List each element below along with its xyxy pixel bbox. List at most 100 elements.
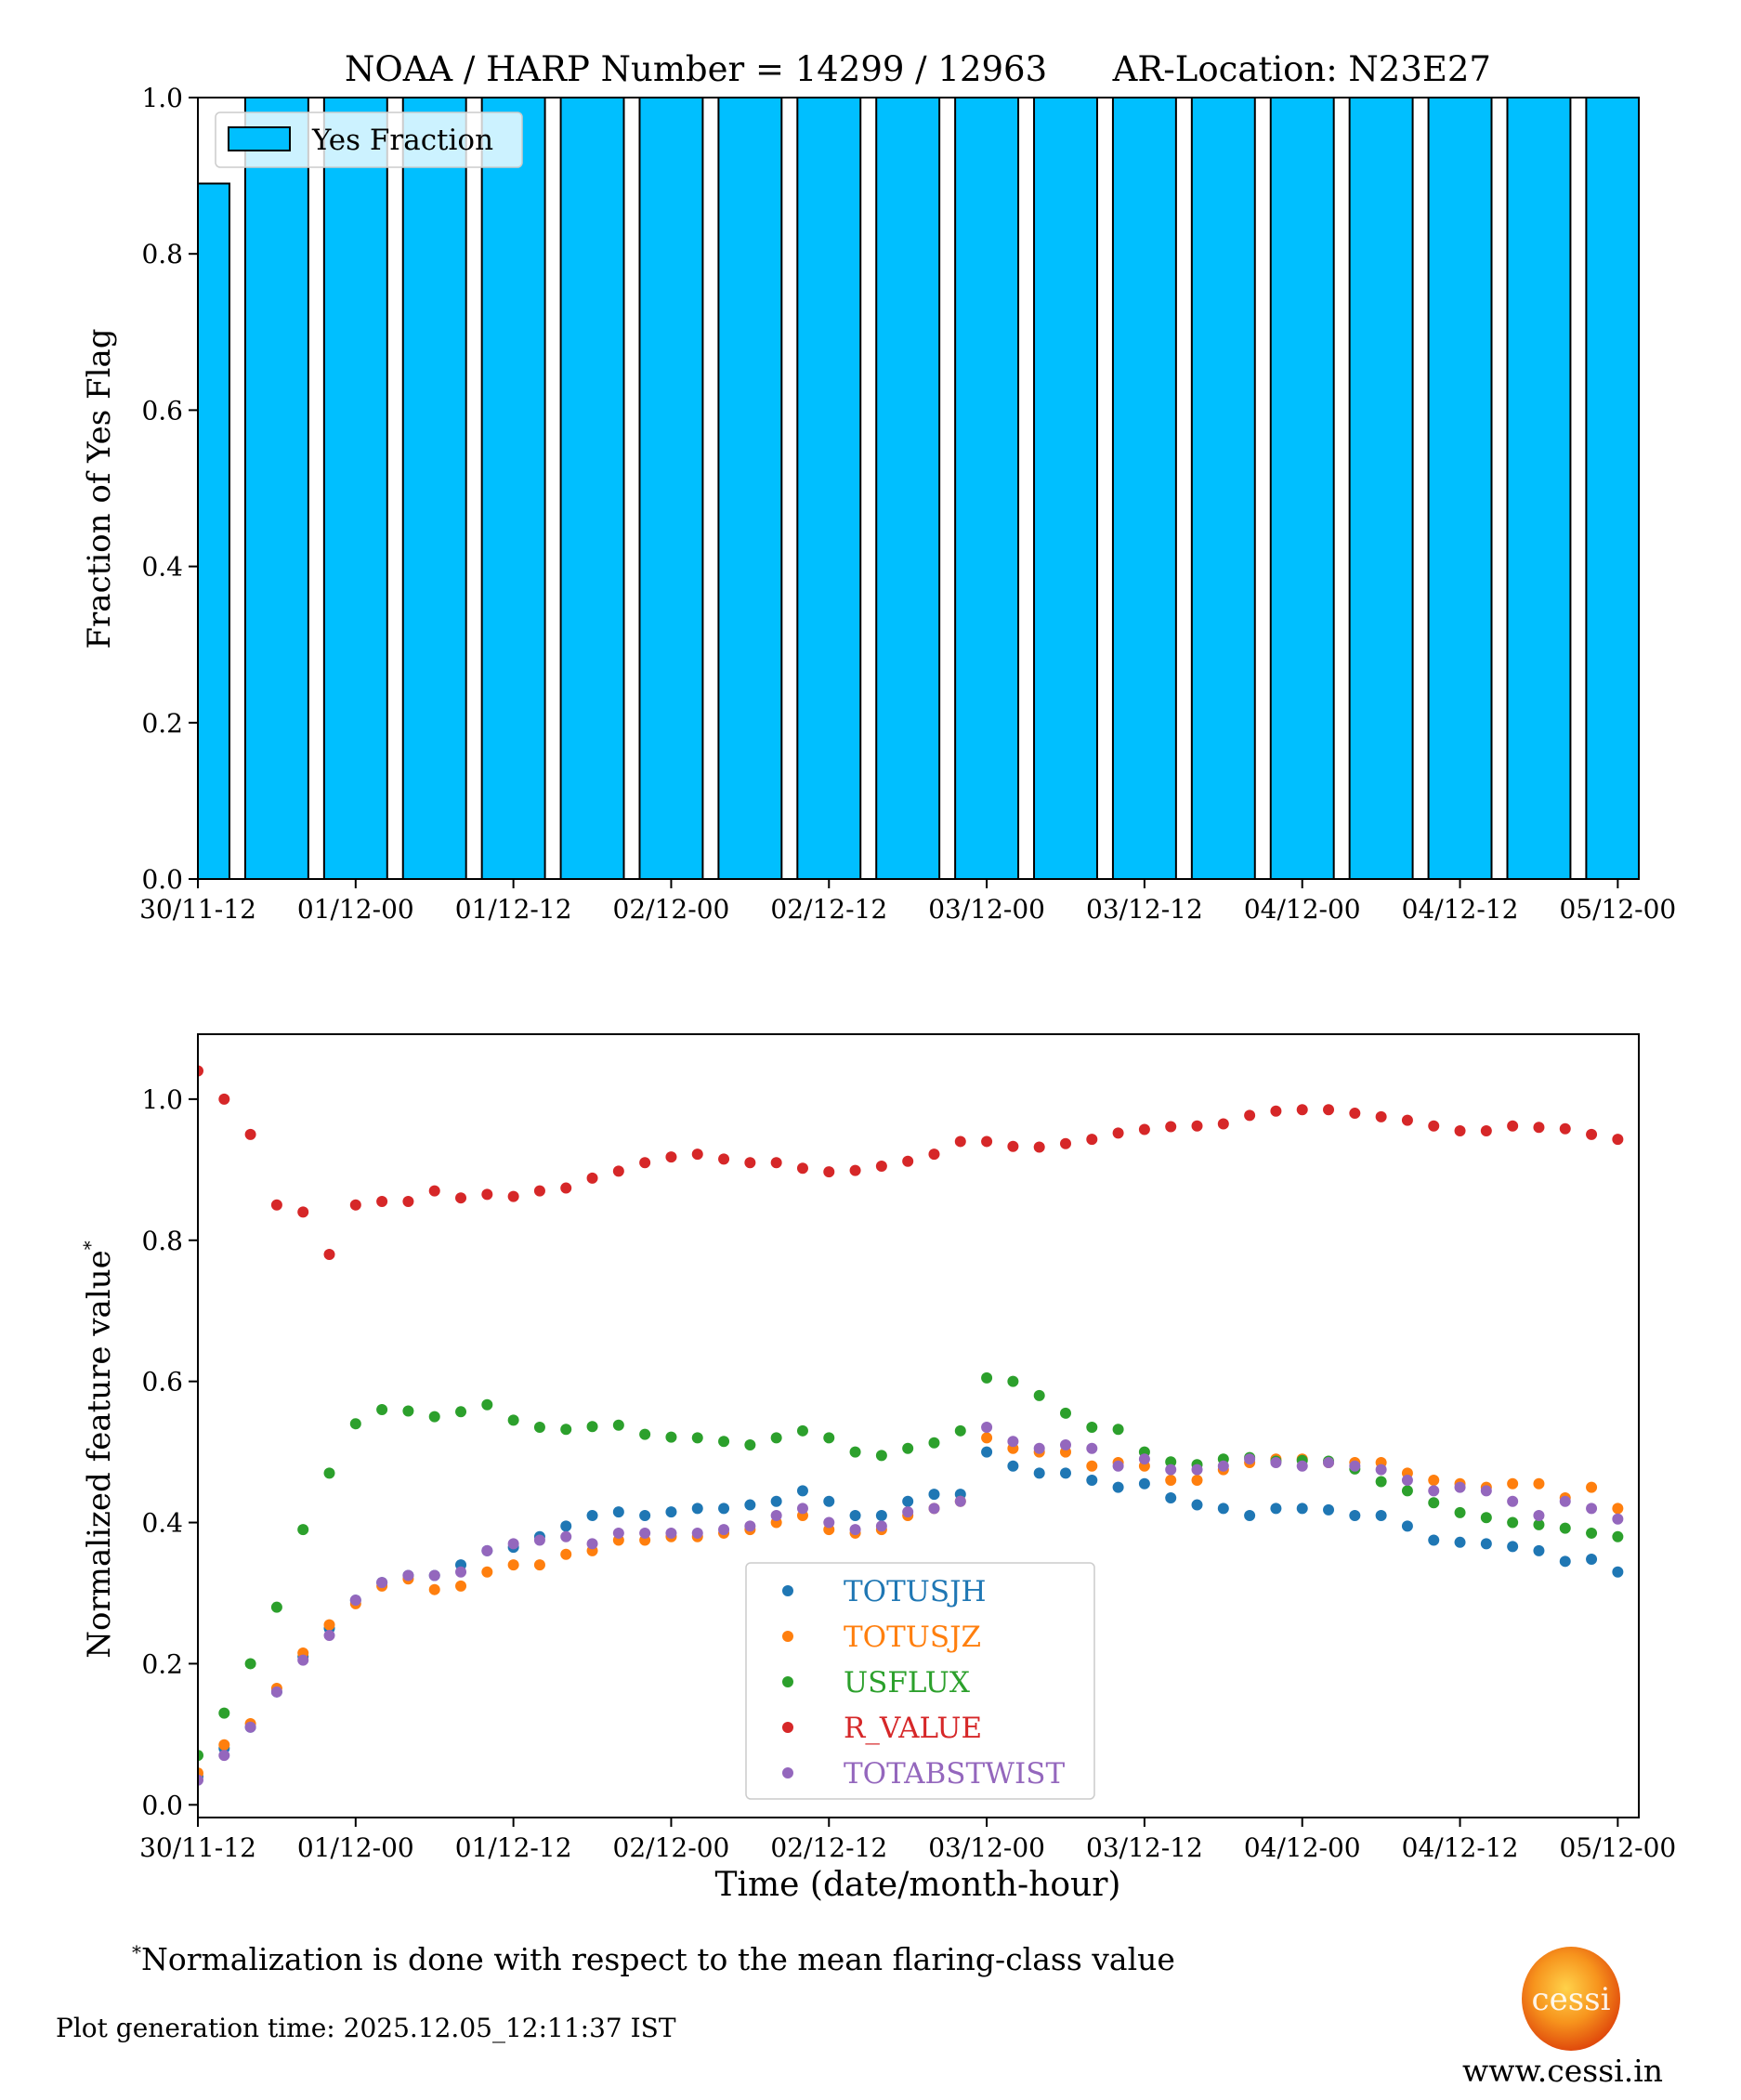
data-point: [1165, 1474, 1177, 1486]
x-tick-label: 05/12-00: [1559, 1832, 1676, 1863]
data-point: [349, 1199, 361, 1211]
bar: [1033, 97, 1098, 880]
data-point: [507, 1414, 519, 1426]
data-point: [1507, 1120, 1519, 1132]
data-point: [928, 1489, 940, 1501]
data-point: [875, 1509, 887, 1521]
y-tick-label: 0.8: [141, 1226, 183, 1256]
data-point: [1559, 1495, 1571, 1507]
data-point: [1033, 1389, 1045, 1401]
x-tick-label: 30/11-12: [139, 894, 256, 925]
data-point: [586, 1421, 598, 1433]
data-point: [744, 1520, 756, 1532]
data-point: [902, 1155, 914, 1167]
data-point: [560, 1520, 572, 1532]
data-point: [1612, 1503, 1624, 1515]
data-point: [560, 1530, 572, 1542]
data-point: [1375, 1509, 1387, 1521]
data-point: [198, 1774, 203, 1786]
data-point: [1165, 1463, 1177, 1476]
data-point: [244, 1721, 256, 1733]
data-point: [1112, 1460, 1124, 1472]
data-point: [691, 1503, 703, 1515]
data-point: [455, 1566, 467, 1578]
data-point: [349, 1595, 361, 1607]
y-tick-label: 1.0: [141, 83, 183, 113]
bar: [559, 97, 625, 880]
bar: [1111, 97, 1177, 880]
legend-label: TOTUSJZ: [844, 1621, 981, 1654]
data-point: [928, 1503, 940, 1515]
data-point: [1112, 1127, 1124, 1139]
data-point: [1112, 1481, 1124, 1493]
data-point: [1349, 1108, 1361, 1120]
data-point: [1191, 1499, 1203, 1511]
data-point: [323, 1619, 335, 1631]
footnote: *Normalization is done with respect to t…: [132, 1941, 1175, 1977]
y-tick-label: 0.4: [141, 1508, 183, 1539]
data-point: [612, 1419, 624, 1431]
data-point: [244, 1128, 256, 1140]
data-point: [428, 1411, 440, 1423]
x-tick-label: 30/11-12: [139, 1832, 256, 1863]
data-point: [218, 1707, 230, 1719]
data-point: [507, 1559, 519, 1571]
bar: [954, 97, 1020, 880]
x-tick-label: 03/12-12: [1086, 1832, 1203, 1863]
data-point: [1086, 1134, 1098, 1146]
data-point: [823, 1432, 835, 1444]
data-point: [1033, 1141, 1045, 1153]
data-point: [823, 1495, 835, 1507]
y-tick-label: 0.6: [141, 395, 183, 426]
data-point: [1165, 1491, 1177, 1503]
data-point: [560, 1182, 572, 1194]
data-point: [1086, 1474, 1098, 1486]
data-point: [954, 1424, 966, 1437]
data-point: [1533, 1477, 1545, 1490]
data-point: [1033, 1467, 1045, 1479]
data-point: [981, 1372, 993, 1384]
data-point: [428, 1185, 440, 1197]
data-point: [1323, 1503, 1335, 1516]
data-point: [928, 1437, 940, 1449]
data-point: [1244, 1453, 1256, 1465]
data-point: [1217, 1503, 1229, 1515]
data-point: [533, 1534, 545, 1546]
data-point: [586, 1509, 598, 1521]
x-tick-label: 02/12-00: [613, 894, 730, 925]
bar: [243, 97, 309, 880]
bar: [638, 97, 704, 880]
data-point: [823, 1516, 835, 1529]
data-point: [1138, 1123, 1150, 1135]
data-point: [639, 1428, 651, 1440]
data-point: [1401, 1520, 1413, 1532]
data-point: [849, 1446, 861, 1458]
data-point: [718, 1503, 730, 1515]
data-point: [718, 1436, 730, 1448]
data-point: [954, 1135, 966, 1148]
data-point: [198, 1065, 203, 1077]
bar: [1585, 97, 1639, 880]
data-point: [481, 1566, 493, 1578]
y-tick-label: 0.0: [141, 1790, 183, 1820]
data-point: [639, 1509, 651, 1521]
data-point: [1191, 1474, 1203, 1486]
data-point: [1559, 1522, 1571, 1534]
data-point: [1059, 1137, 1071, 1149]
x-tick-label: 04/12-00: [1244, 1832, 1361, 1863]
bar: [1269, 97, 1335, 880]
data-point: [402, 1405, 414, 1417]
svg-text:cessi: cessi: [1532, 1981, 1611, 2018]
data-point: [323, 1467, 335, 1479]
data-point: [1323, 1456, 1335, 1468]
data-point: [560, 1548, 572, 1560]
data-point: [297, 1524, 309, 1536]
bar: [1506, 97, 1572, 880]
data-point: [1428, 1485, 1440, 1497]
top-plot: 30/11-12 01/12-00 01/12-12 02/12-00 02/12-12…: [139, 83, 1676, 925]
data-point: [875, 1161, 887, 1173]
data-point: [981, 1446, 993, 1458]
data-point: [744, 1157, 756, 1169]
bar: [1348, 97, 1414, 880]
